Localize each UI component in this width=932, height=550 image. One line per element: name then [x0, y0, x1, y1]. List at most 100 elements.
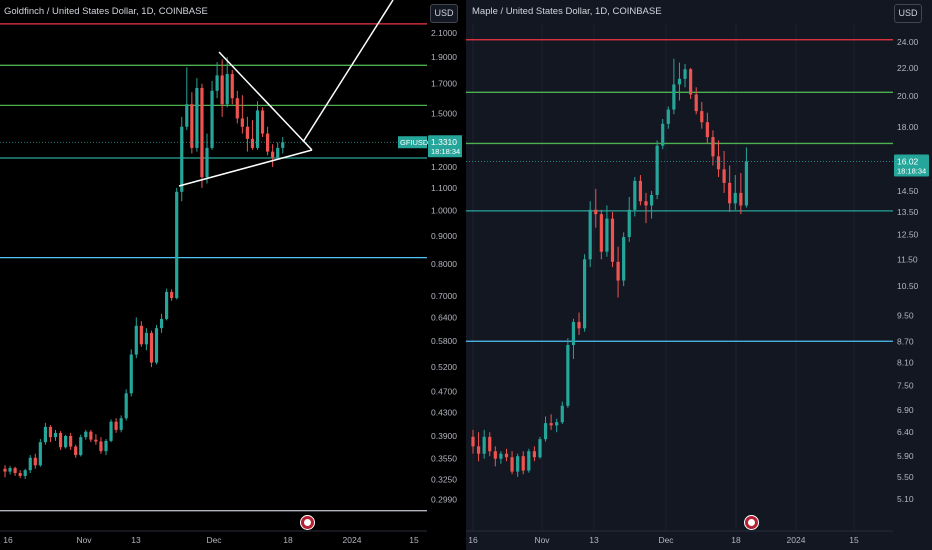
- candle: [532, 446, 536, 462]
- candle-body: [79, 437, 83, 456]
- price-tick-label: 24.00: [897, 37, 919, 47]
- us-flag-icon[interactable]: [744, 515, 759, 530]
- candle: [599, 209, 603, 260]
- symbol-tag: GFIUSD: [400, 138, 429, 147]
- candle: [79, 434, 83, 457]
- us-flag-icon[interactable]: [300, 515, 315, 530]
- candle-body: [99, 441, 103, 452]
- candle: [119, 415, 123, 433]
- candle: [64, 434, 68, 449]
- price-tick-label: 5.90: [897, 451, 914, 461]
- currency-button[interactable]: USD: [894, 4, 922, 23]
- price-tick-label: 0.4700: [431, 386, 457, 396]
- candle-body: [225, 74, 229, 105]
- candle-body: [104, 440, 108, 452]
- candle: [266, 126, 270, 156]
- candle: [276, 142, 280, 160]
- candle-body: [154, 328, 159, 363]
- candle: [114, 418, 118, 433]
- candle-body: [28, 457, 32, 471]
- candle: [139, 321, 143, 347]
- candle: [566, 338, 570, 408]
- price-tick-label: 0.7000: [431, 291, 457, 301]
- candle: [588, 201, 592, 268]
- price-tick-label: 8.10: [897, 358, 914, 368]
- candle: [476, 432, 481, 462]
- candle-body: [583, 259, 587, 329]
- countdown-label: 18:18:34: [431, 147, 460, 156]
- time-tick-label: 13: [589, 535, 599, 545]
- candle-body: [482, 436, 486, 454]
- time-tick-label: 18: [283, 535, 293, 545]
- candle: [185, 67, 189, 131]
- candle: [605, 205, 609, 257]
- candle: [104, 439, 108, 456]
- candle-body: [205, 147, 209, 178]
- candle: [200, 83, 204, 188]
- candle-body: [739, 192, 743, 206]
- candle: [543, 416, 548, 442]
- candle: [215, 62, 219, 99]
- candle-body: [638, 180, 642, 202]
- candle: [195, 78, 199, 152]
- candle-body: [543, 423, 548, 440]
- candle: [666, 106, 670, 129]
- candle-body: [84, 431, 88, 438]
- candle-body: [64, 435, 68, 448]
- time-tick-label: 2024: [343, 535, 362, 545]
- candle: [610, 211, 615, 268]
- candle: [661, 118, 665, 150]
- candle-body: [649, 194, 654, 206]
- candle: [109, 419, 113, 443]
- candle-body: [129, 354, 133, 394]
- price-tick-label: 0.5200: [431, 362, 457, 372]
- price-tick-label: 13.50: [897, 207, 919, 217]
- candle-body: [471, 436, 475, 447]
- candle-body: [139, 325, 143, 345]
- candle: [521, 451, 525, 475]
- candle-body: [571, 321, 576, 346]
- candle-body: [677, 78, 682, 85]
- candle-body: [566, 345, 570, 406]
- candle: [471, 429, 475, 454]
- time-tick-label: Nov: [534, 535, 550, 545]
- currency-button[interactable]: USD: [430, 4, 458, 23]
- candle: [499, 451, 503, 464]
- candle-body: [605, 218, 609, 252]
- price-tick-label: 5.50: [897, 472, 914, 482]
- chart-pane-maple[interactable]: Maple / United States Dollar, 1D, COINBA…: [466, 0, 932, 550]
- price-tick-label: 14.50: [897, 186, 919, 196]
- candle-body: [13, 468, 17, 474]
- price-tick-label: 8.70: [897, 337, 914, 347]
- candle: [549, 414, 553, 430]
- candle-body: [276, 147, 280, 158]
- price-axis-bg: [427, 0, 462, 550]
- pane-divider[interactable]: [462, 0, 466, 550]
- candle-body: [599, 214, 603, 252]
- candle-body: [627, 209, 631, 238]
- candle-body: [149, 332, 154, 363]
- price-tick-label: 2.1000: [431, 28, 457, 38]
- candle: [728, 165, 732, 212]
- candle-body: [170, 291, 174, 299]
- candle: [739, 173, 743, 215]
- candle: [3, 465, 7, 478]
- chart-pane-goldfinch[interactable]: Goldfinch / United States Dollar, 1D, CO…: [0, 0, 462, 550]
- time-tick-label: Dec: [658, 535, 674, 545]
- candle-body: [744, 161, 749, 206]
- price-tick-label: 0.6400: [431, 312, 457, 322]
- candle: [159, 313, 164, 333]
- price-axis-bg: [893, 0, 932, 550]
- candle-body: [185, 104, 189, 127]
- candle: [89, 429, 93, 443]
- candle: [220, 59, 224, 117]
- projection-arrow-line: [302, 0, 394, 143]
- candle-body: [33, 457, 37, 466]
- candle: [716, 140, 721, 177]
- candle: [144, 328, 148, 351]
- chart-svg-maple: 24.00 22.00 20.00 18.00 14.50 13.50 12.50 11.50…: [466, 0, 932, 550]
- candle-body: [577, 321, 581, 329]
- candle: [633, 176, 637, 217]
- candle-body: [538, 439, 542, 458]
- candle-body: [190, 104, 194, 148]
